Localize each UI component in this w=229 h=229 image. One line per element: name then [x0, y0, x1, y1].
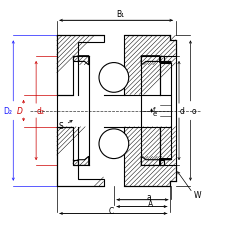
Polygon shape [57, 36, 103, 95]
Text: f: f [152, 107, 155, 113]
Polygon shape [124, 36, 175, 95]
Polygon shape [77, 57, 88, 65]
Circle shape [98, 63, 128, 93]
Text: e: e [152, 110, 156, 116]
Polygon shape [159, 57, 163, 62]
Text: S: S [59, 122, 63, 131]
Polygon shape [141, 157, 170, 166]
Polygon shape [57, 127, 103, 186]
Text: a: a [146, 192, 151, 201]
Text: D: D [16, 107, 22, 116]
Text: W: W [193, 190, 201, 199]
Polygon shape [141, 57, 170, 65]
Polygon shape [72, 57, 77, 62]
Polygon shape [124, 127, 175, 186]
Circle shape [98, 129, 128, 159]
Polygon shape [159, 160, 163, 166]
Text: o: o [191, 107, 195, 116]
Text: d₂: d₂ [37, 107, 45, 116]
Text: d: d [179, 107, 184, 116]
Text: C: C [108, 206, 113, 215]
Text: D₂: D₂ [3, 107, 12, 116]
Text: B₁: B₁ [116, 10, 124, 19]
Polygon shape [72, 160, 77, 166]
Polygon shape [77, 157, 88, 166]
Text: A: A [148, 199, 153, 208]
